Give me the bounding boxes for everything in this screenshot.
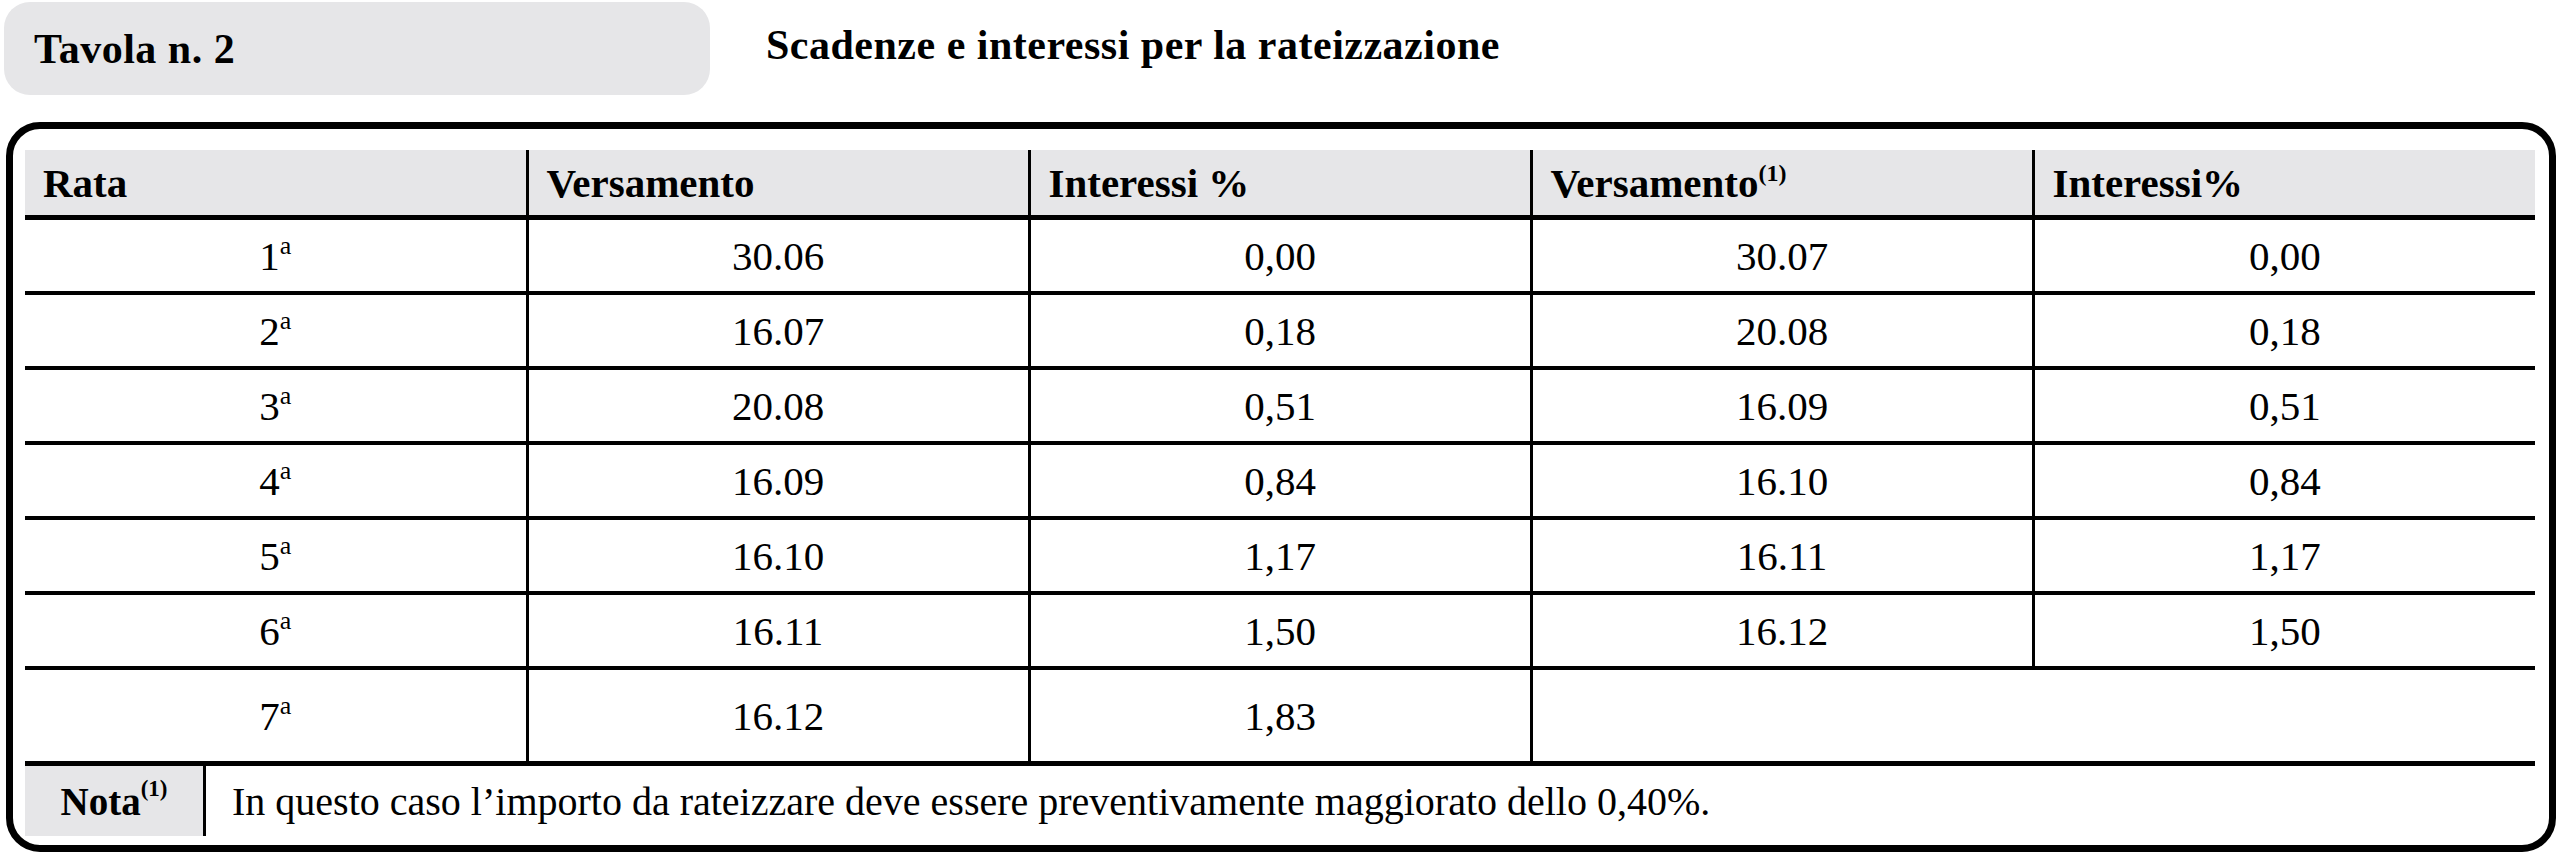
rata-cell: 7a [25, 668, 527, 764]
header-row: Rata Versamento Interessi % Versamento(1… [25, 150, 2535, 218]
versamento-cell: 16.12 [527, 668, 1029, 764]
interessi-cell: 0,51 [1029, 368, 1531, 443]
nota-label: Nota(1) [25, 766, 206, 836]
table-row: 2a 16.07 0,18 20.08 0,18 [25, 293, 2535, 368]
col-header-versamento-alt: Versamento(1) [1531, 150, 2033, 218]
versamento-alt-cell: 16.09 [1531, 368, 2033, 443]
versamento-alt-cell: 16.10 [1531, 443, 2033, 518]
empty-merged-cell [1531, 668, 2535, 764]
versamento-cell: 16.10 [527, 518, 1029, 593]
interessi-cell: 0,84 [1029, 443, 1531, 518]
ordinal-superscript: a [280, 306, 292, 335]
col-header-versamento: Versamento [527, 150, 1029, 218]
interessi-alt-cell: 1,17 [2033, 518, 2535, 593]
table-row: 6a 16.11 1,50 16.12 1,50 [25, 593, 2535, 668]
nota-text: In questo caso l’importo da rateizzare d… [206, 766, 2535, 836]
ordinal-superscript: a [280, 531, 292, 560]
rata-cell: 5a [25, 518, 527, 593]
interessi-alt-cell: 0,51 [2033, 368, 2535, 443]
versamento-cell: 30.06 [527, 218, 1029, 294]
table-row: 4a 16.09 0,84 16.10 0,84 [25, 443, 2535, 518]
versamento-cell: 16.09 [527, 443, 1029, 518]
ordinal-superscript: a [280, 231, 292, 260]
interessi-cell: 1,83 [1029, 668, 1531, 764]
versamento-alt-cell: 20.08 [1531, 293, 2033, 368]
rate-table-frame: Rata Versamento Interessi % Versamento(1… [6, 122, 2556, 852]
interessi-cell: 0,00 [1029, 218, 1531, 294]
header-superscript: (1) [1759, 160, 1787, 186]
table-row: 5a 16.10 1,17 16.11 1,17 [25, 518, 2535, 593]
versamento-alt-cell: 16.12 [1531, 593, 2033, 668]
col-header-rata: Rata [25, 150, 527, 218]
rata-cell: 1a [25, 218, 527, 294]
versamento-alt-cell: 30.07 [1531, 218, 2033, 294]
interessi-alt-cell: 1,50 [2033, 593, 2535, 668]
rata-cell: 4a [25, 443, 527, 518]
rata-cell: 2a [25, 293, 527, 368]
interessi-alt-cell: 0,18 [2033, 293, 2535, 368]
ordinal-superscript: a [280, 691, 292, 720]
col-header-interessi-alt: Interessi% [2033, 150, 2535, 218]
rata-cell: 3a [25, 368, 527, 443]
table-number-label: Tavola n. 2 [4, 25, 235, 73]
table-row: 3a 20.08 0,51 16.09 0,51 [25, 368, 2535, 443]
versamento-cell: 20.08 [527, 368, 1029, 443]
rata-cell: 6a [25, 593, 527, 668]
ordinal-superscript: a [280, 606, 292, 635]
interessi-alt-cell: 0,84 [2033, 443, 2535, 518]
ordinal-superscript: a [280, 381, 292, 410]
table-row: 7a 16.12 1,83 [25, 668, 2535, 764]
table-number-tab: Tavola n. 2 [4, 2, 710, 95]
versamento-cell: 16.11 [527, 593, 1029, 668]
col-header-interessi: Interessi % [1029, 150, 1531, 218]
page-title: Scadenze e interessi per la rateizzazion… [766, 21, 1500, 69]
interessi-cell: 1,50 [1029, 593, 1531, 668]
versamento-alt-cell: 16.11 [1531, 518, 2033, 593]
interessi-cell: 0,18 [1029, 293, 1531, 368]
rate-table: Rata Versamento Interessi % Versamento(1… [25, 150, 2535, 766]
ordinal-superscript: a [280, 456, 292, 485]
versamento-cell: 16.07 [527, 293, 1029, 368]
nota-row: Nota(1) In questo caso l’importo da rate… [25, 766, 2535, 836]
interessi-alt-cell: 0,00 [2033, 218, 2535, 294]
document-page: Tavola n. 2 Scadenze e interessi per la … [0, 0, 2560, 859]
table-row: 1a 30.06 0,00 30.07 0,00 [25, 218, 2535, 294]
interessi-cell: 1,17 [1029, 518, 1531, 593]
